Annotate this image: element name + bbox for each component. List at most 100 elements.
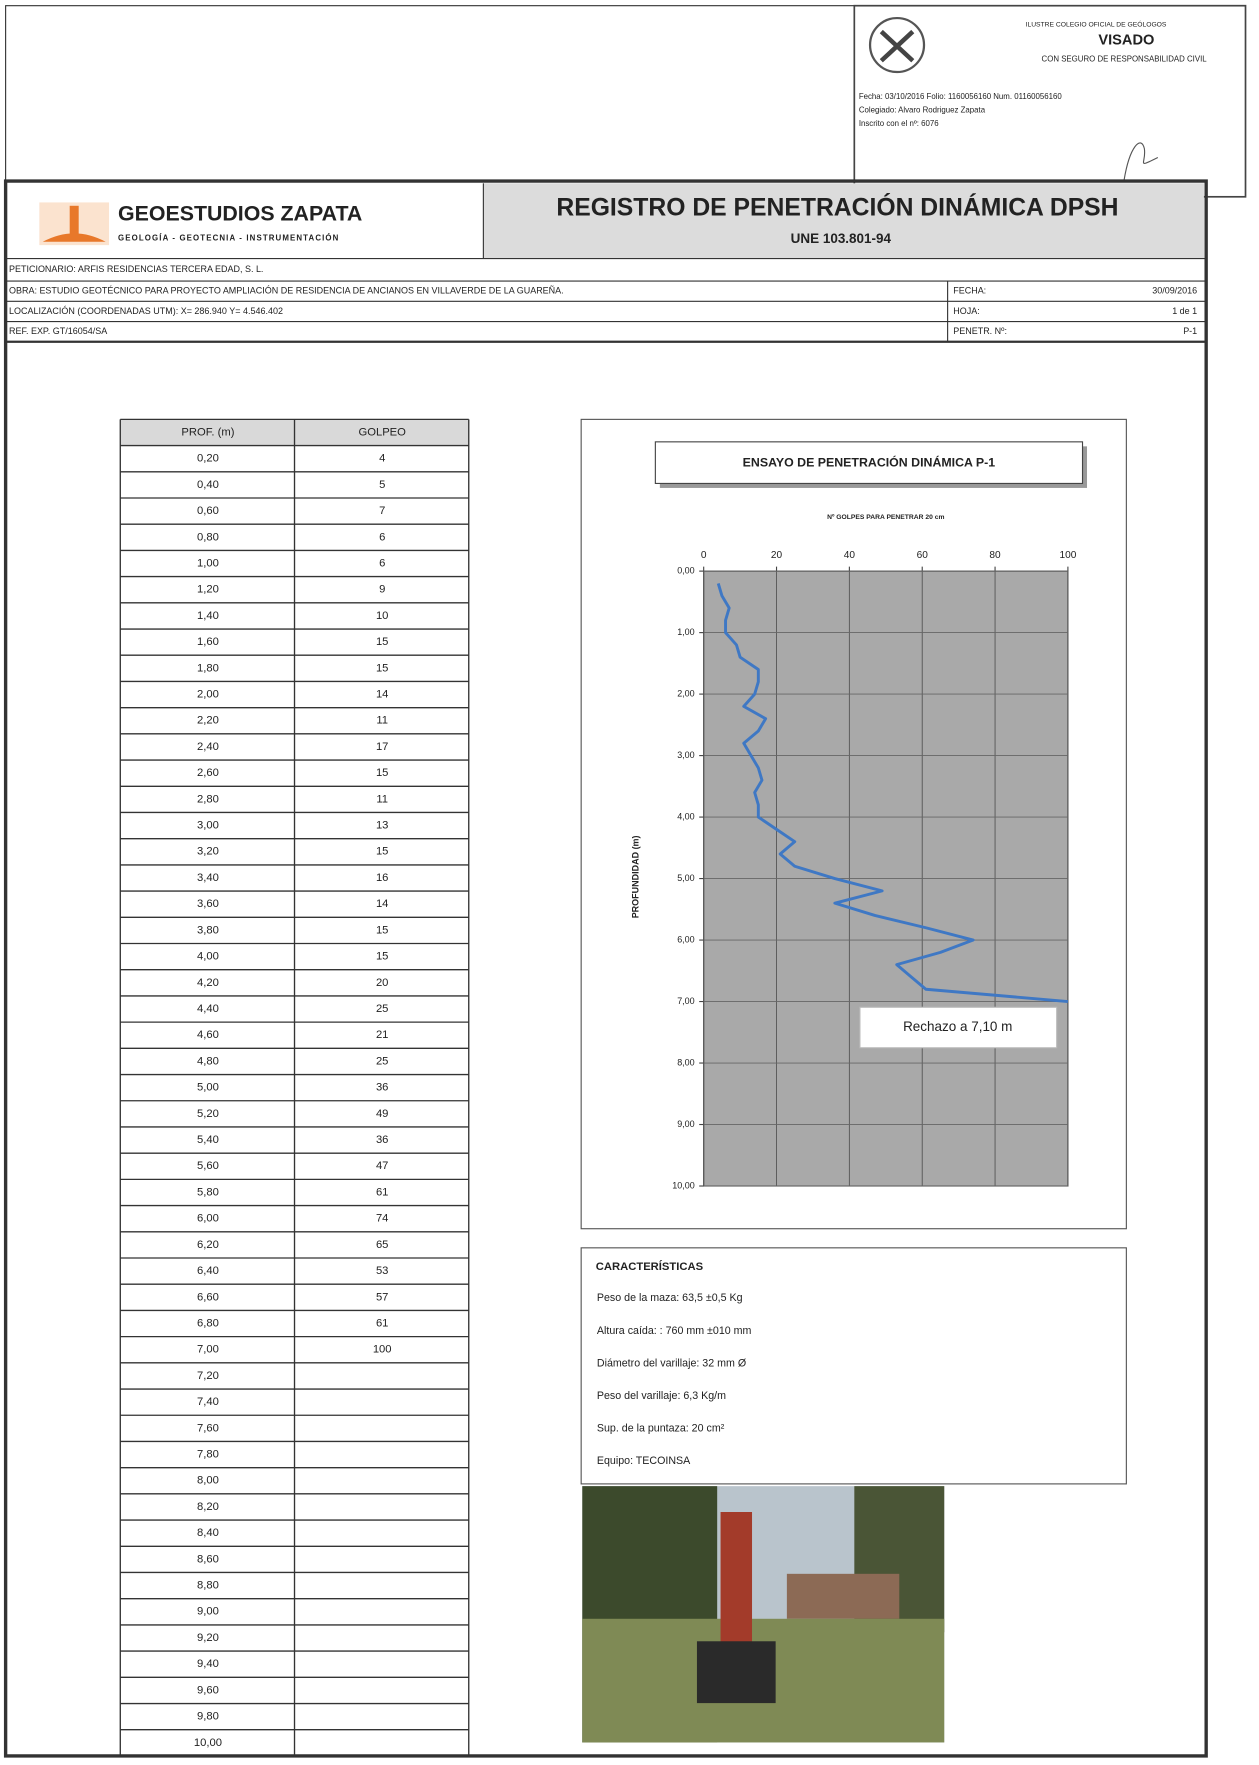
- depth-cell: 1,80: [197, 662, 219, 674]
- depth-cell: 9,20: [197, 1632, 219, 1644]
- golpeo-cell: 11: [376, 793, 388, 805]
- depth-cell: 9,40: [197, 1658, 219, 1670]
- x-tick-label: 80: [989, 550, 1001, 561]
- x-axis-title: Nº GOLPES PARA PENETRAR 20 cm: [827, 514, 944, 521]
- depth-cell: 0,80: [197, 531, 219, 543]
- y-tick-label: 9,00: [677, 1119, 695, 1129]
- depth-cell: 1,40: [197, 610, 219, 622]
- y-axis-title: PROFUNDIDAD (m): [631, 835, 641, 918]
- depth-cell: 8,80: [197, 1580, 219, 1592]
- depth-cell: 8,60: [197, 1553, 219, 1565]
- depth-cell: 1,00: [197, 557, 219, 569]
- golpeo-cell: 53: [376, 1265, 389, 1277]
- table-header: PROF. (m): [181, 426, 234, 438]
- field-value: P-1: [1183, 326, 1197, 336]
- x-tick-label: 20: [771, 550, 783, 561]
- depth-cell: 7,20: [197, 1370, 219, 1382]
- characteristics-title: CARACTERÍSTICAS: [596, 1260, 704, 1273]
- golpeo-cell: 47: [376, 1160, 389, 1172]
- depth-cell: 1,20: [197, 584, 219, 596]
- golpeo-cell: 17: [376, 741, 389, 753]
- chart-title: ENSAYO DE PENETRACIÓN DINÁMICA P-1: [743, 454, 996, 469]
- stamp-subtitle: CON SEGURO DE RESPONSABILIDAD CIVIL: [1042, 55, 1208, 64]
- golpeo-cell: 14: [376, 689, 389, 701]
- golpeo-cell: 25: [376, 1003, 389, 1015]
- characteristic: Peso de la maza: 63,5 ±0,5 Kg: [597, 1292, 743, 1304]
- stamp: ILUSTRE COLEGIO OFICIAL DE GEÓLOGOS VISA…: [854, 6, 1245, 197]
- golpeo-cell: 4: [379, 453, 385, 465]
- depth-cell: 10,00: [194, 1737, 222, 1749]
- characteristic: Sup. de la puntaza: 20 cm²: [597, 1423, 725, 1435]
- golpeo-cell: 57: [376, 1291, 389, 1303]
- photo: [582, 1486, 944, 1742]
- field-label: PENETR. Nº:: [953, 326, 1007, 336]
- depth-cell: 3,40: [197, 872, 219, 884]
- company-tagline: GEOLOGÍA - GEOTECNIA - INSTRUMENTACIÓN: [118, 233, 339, 242]
- depth-cell: 6,00: [197, 1213, 219, 1225]
- y-tick-label: 1,00: [677, 627, 695, 637]
- golpeo-cell: 10: [376, 610, 389, 622]
- depth-cell: 5,00: [197, 1082, 219, 1094]
- golpeo-cell: 61: [376, 1317, 389, 1329]
- depth-cell: 4,60: [197, 1029, 219, 1041]
- depth-cell: 0,20: [197, 453, 219, 465]
- depth-cell: 3,80: [197, 924, 219, 936]
- golpeo-cell: 25: [376, 1055, 389, 1067]
- field-value: 1 de 1: [1172, 306, 1197, 316]
- info-text: REF. EXP. GT/16054/SA: [9, 326, 107, 336]
- golpeo-cell: 6: [379, 531, 385, 543]
- depth-cell: 4,80: [197, 1055, 219, 1067]
- golpeo-cell: 15: [376, 846, 389, 858]
- depth-cell: 9,60: [197, 1684, 219, 1696]
- y-tick-label: 10,00: [672, 1180, 694, 1190]
- golpeo-cell: 65: [376, 1239, 389, 1251]
- y-tick-label: 0,00: [677, 565, 695, 575]
- depth-cell: 8,00: [197, 1475, 219, 1487]
- stamp-line: Fecha: 03/10/2016 Folio: 1160056160 Num.…: [859, 92, 1063, 101]
- depth-cell: 7,80: [197, 1449, 219, 1461]
- golpeo-cell: 14: [376, 898, 389, 910]
- golpeo-cell: 15: [376, 662, 389, 674]
- golpeo-cell: 15: [376, 924, 389, 936]
- stamp-line: Colegiado: Alvaro Rodriguez Zapata: [859, 105, 986, 114]
- golpeo-cell: 21: [376, 1029, 389, 1041]
- depth-cell: 7,60: [197, 1422, 219, 1434]
- golpeo-cell: 36: [376, 1082, 389, 1094]
- golpeo-cell: 20: [376, 977, 389, 989]
- golpeo-cell: 74: [376, 1213, 389, 1225]
- depth-cell: 5,20: [197, 1108, 219, 1120]
- golpeo-cell: 5: [379, 479, 385, 491]
- golpeo-cell: 15: [376, 636, 389, 648]
- golpeo-cell: 13: [376, 820, 389, 832]
- golpeo-cell: 9: [379, 584, 385, 596]
- depth-cell: 5,60: [197, 1160, 219, 1172]
- y-tick-label: 8,00: [677, 1057, 695, 1067]
- document-title: REGISTRO DE PENETRACIÓN DINÁMICA DPSH: [556, 194, 1118, 222]
- characteristic: Equipo: TECOINSA: [597, 1455, 691, 1467]
- field-value: 30/09/2016: [1152, 286, 1197, 296]
- norm: UNE 103.801-94: [791, 231, 892, 246]
- golpeo-cell: 36: [376, 1134, 389, 1146]
- depth-cell: 6,40: [197, 1265, 219, 1277]
- depth-cell: 4,40: [197, 1003, 219, 1015]
- depth-cell: 6,60: [197, 1291, 219, 1303]
- company-name: GEOESTUDIOS ZAPATA: [118, 201, 362, 225]
- x-tick-label: 60: [917, 550, 929, 561]
- x-tick-label: 0: [701, 550, 707, 561]
- x-tick-label: 100: [1059, 550, 1076, 561]
- depth-cell: 2,20: [197, 715, 219, 727]
- depth-cell: 0,40: [197, 479, 219, 491]
- depth-cell: 2,60: [197, 767, 219, 779]
- depth-cell: 4,00: [197, 951, 219, 963]
- depth-cell: 5,40: [197, 1134, 219, 1146]
- golpeo-cell: 15: [376, 767, 389, 779]
- golpeo-cell: 7: [379, 505, 385, 517]
- depth-cell: 7,00: [197, 1344, 219, 1356]
- depth-cell: 0,60: [197, 505, 219, 517]
- y-tick-label: 3,00: [677, 750, 695, 760]
- golpeo-cell: 100: [373, 1344, 392, 1356]
- y-tick-label: 6,00: [677, 934, 695, 944]
- annotation: Rechazo a 7,10 m: [903, 1019, 1012, 1034]
- page: ILUSTRE COLEGIO OFICIAL DE GEÓLOGOS VISA…: [0, 0, 1259, 1765]
- y-tick-label: 2,00: [677, 688, 695, 698]
